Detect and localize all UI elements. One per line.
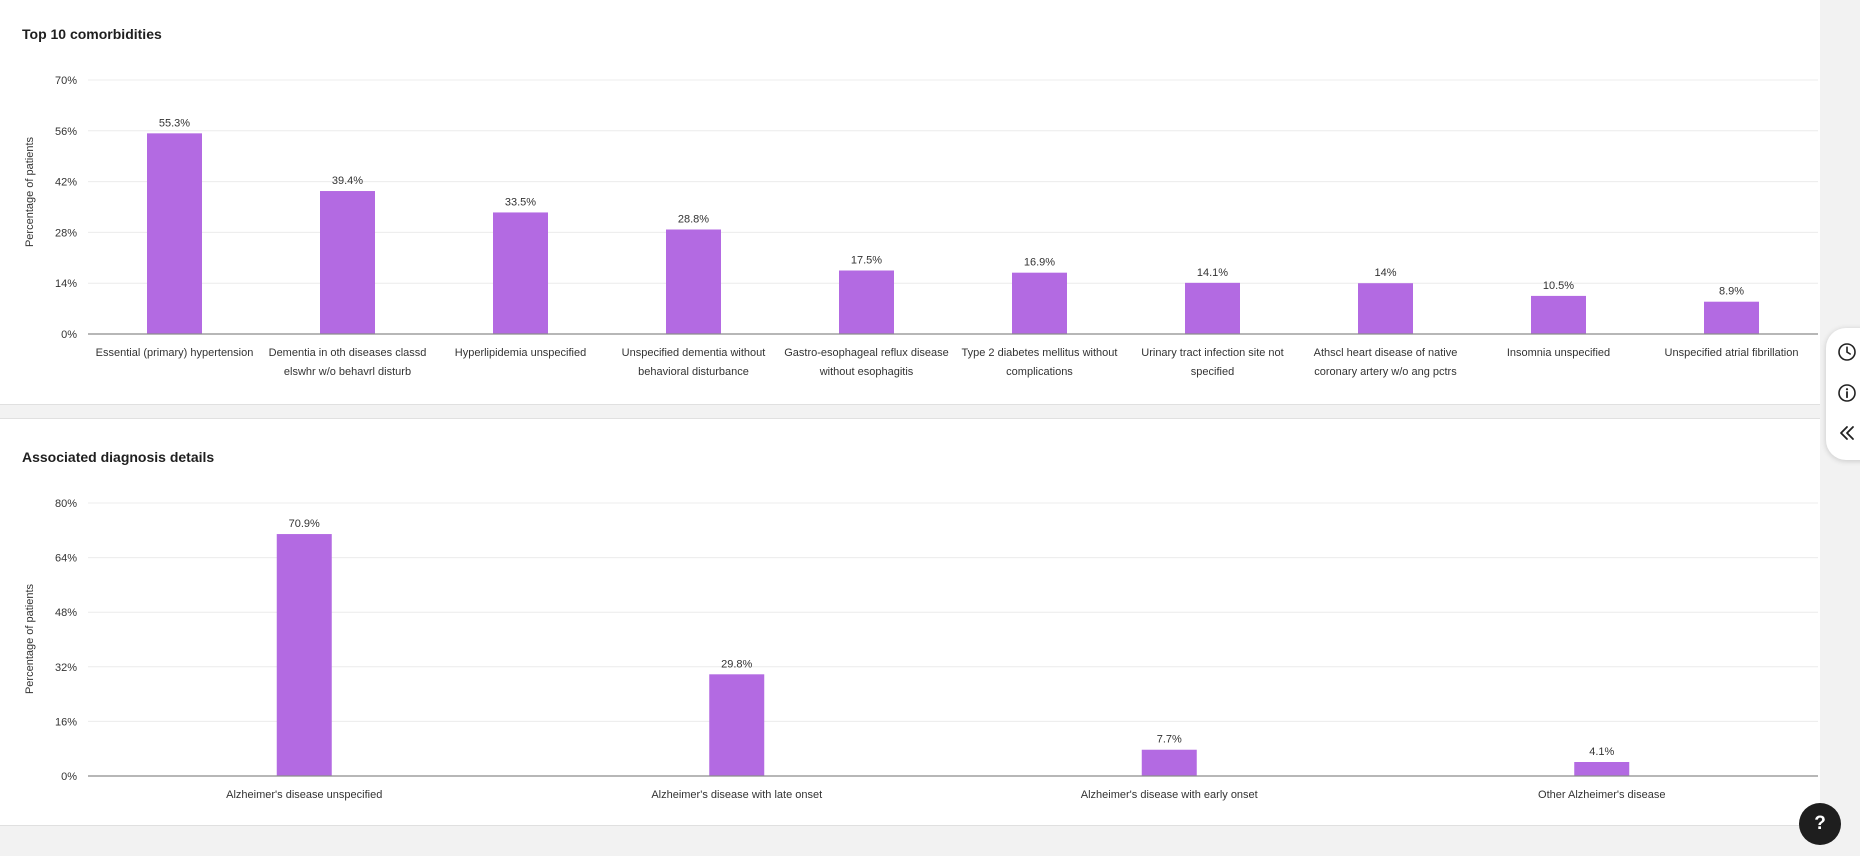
data-label: 14% [1374, 267, 1396, 279]
data-label: 17.5% [851, 255, 882, 267]
x-tick-label: Other Alzheimer's disease [1538, 789, 1665, 801]
y-tick-label: 16% [55, 716, 77, 728]
y-tick-label: 28% [55, 227, 77, 239]
chart-title: Top 10 comorbidities [22, 26, 162, 42]
x-tick-label: Alzheimer's disease with late onset [651, 789, 822, 801]
data-label: 16.9% [1024, 257, 1055, 269]
y-tick-label: 80% [55, 498, 77, 510]
data-label: 4.1% [1589, 746, 1614, 758]
y-tick-label: 56% [55, 126, 77, 138]
side-rail [1826, 328, 1860, 460]
y-tick-label: 64% [55, 553, 77, 565]
info-icon[interactable] [1836, 382, 1858, 404]
double-chevron-left-icon[interactable] [1836, 422, 1858, 444]
data-label: 29.8% [721, 658, 752, 670]
y-tick-label: 14% [55, 278, 77, 290]
bar[interactable] [1574, 762, 1630, 776]
data-label: 55.3% [159, 117, 190, 129]
x-tick-label: Unspecified atrial fibrillation [1665, 347, 1799, 359]
help-button[interactable]: ? [1799, 803, 1841, 845]
x-tick-label: elswhr w/o behavrl disturb [284, 366, 411, 378]
bar[interactable] [1141, 749, 1197, 776]
x-tick-label: Hyperlipidemia unspecified [455, 347, 586, 359]
x-tick-label: without esophagitis [819, 366, 914, 378]
bar[interactable] [839, 270, 894, 335]
associated-diagnosis-bar-chart: 0% 16% 32% 48% 64% 80% Percentage of patients 7… [24, 498, 1818, 801]
y-axis-label: Percentage of patients [24, 136, 36, 247]
bar[interactable] [1531, 295, 1586, 334]
x-tick-label: Gastro-esophageal reflux disease [784, 347, 948, 359]
y-tick-label: 42% [55, 177, 77, 189]
bar[interactable] [1185, 282, 1240, 334]
y-tick-label: 70% [55, 75, 77, 87]
bar[interactable] [320, 191, 375, 334]
data-label: 70.9% [289, 518, 320, 530]
y-tick-label: 32% [55, 662, 77, 674]
data-label: 28.8% [678, 213, 709, 225]
y-tick-label: 48% [55, 607, 77, 619]
question-icon: ? [1814, 813, 1826, 834]
x-tick-label: Urinary tract infection site not [1141, 347, 1283, 359]
bar[interactable] [147, 133, 202, 334]
bar[interactable] [709, 674, 765, 776]
data-label: 8.9% [1719, 286, 1744, 298]
bar[interactable] [1012, 272, 1067, 334]
bar[interactable] [276, 534, 332, 776]
chart-title: Associated diagnosis details [22, 449, 215, 465]
x-tick-label: specified [1191, 366, 1234, 378]
x-tick-label: coronary artery w/o ang pctrs [1314, 366, 1457, 378]
y-axis-label: Percentage of patients [24, 583, 36, 694]
x-tick-label: Type 2 diabetes mellitus without [962, 347, 1118, 359]
x-tick-label: Alzheimer's disease with early onset [1081, 789, 1258, 801]
data-label: 39.4% [332, 175, 363, 187]
data-label: 14.1% [1197, 267, 1228, 279]
data-label: 7.7% [1157, 734, 1182, 746]
comorbidities-card: Top 10 comorbidities 0% 14% 28% 42% 56% 70% Pe… [0, 0, 1820, 405]
clock-icon[interactable] [1836, 341, 1858, 363]
x-tick-label: Essential (primary) hypertension [96, 347, 254, 359]
x-tick-label: behavioral disturbance [638, 366, 749, 378]
data-label: 33.5% [505, 196, 536, 208]
associated-diagnosis-card: Associated diagnosis details 0% 16% 32% 48%… [0, 418, 1820, 826]
x-tick-label: Dementia in oth diseases classd [269, 347, 427, 359]
comorbidities-bar-chart: 0% 14% 28% 42% 56% 70% Percentage of patients 5… [24, 75, 1818, 378]
x-tick-label: complications [1006, 366, 1073, 378]
x-tick-label: Insomnia unspecified [1507, 347, 1610, 359]
x-tick-label: Athscl heart disease of native [1314, 347, 1458, 359]
bar[interactable] [493, 212, 548, 334]
y-tick-label: 0% [61, 771, 77, 783]
bar[interactable] [1704, 301, 1759, 334]
y-tick-label: 0% [61, 329, 77, 341]
bar[interactable] [666, 229, 721, 334]
x-tick-label: Alzheimer's disease unspecified [226, 789, 382, 801]
bar[interactable] [1358, 283, 1413, 334]
x-tick-label: Unspecified dementia without [622, 347, 766, 359]
data-label: 10.5% [1543, 280, 1574, 292]
